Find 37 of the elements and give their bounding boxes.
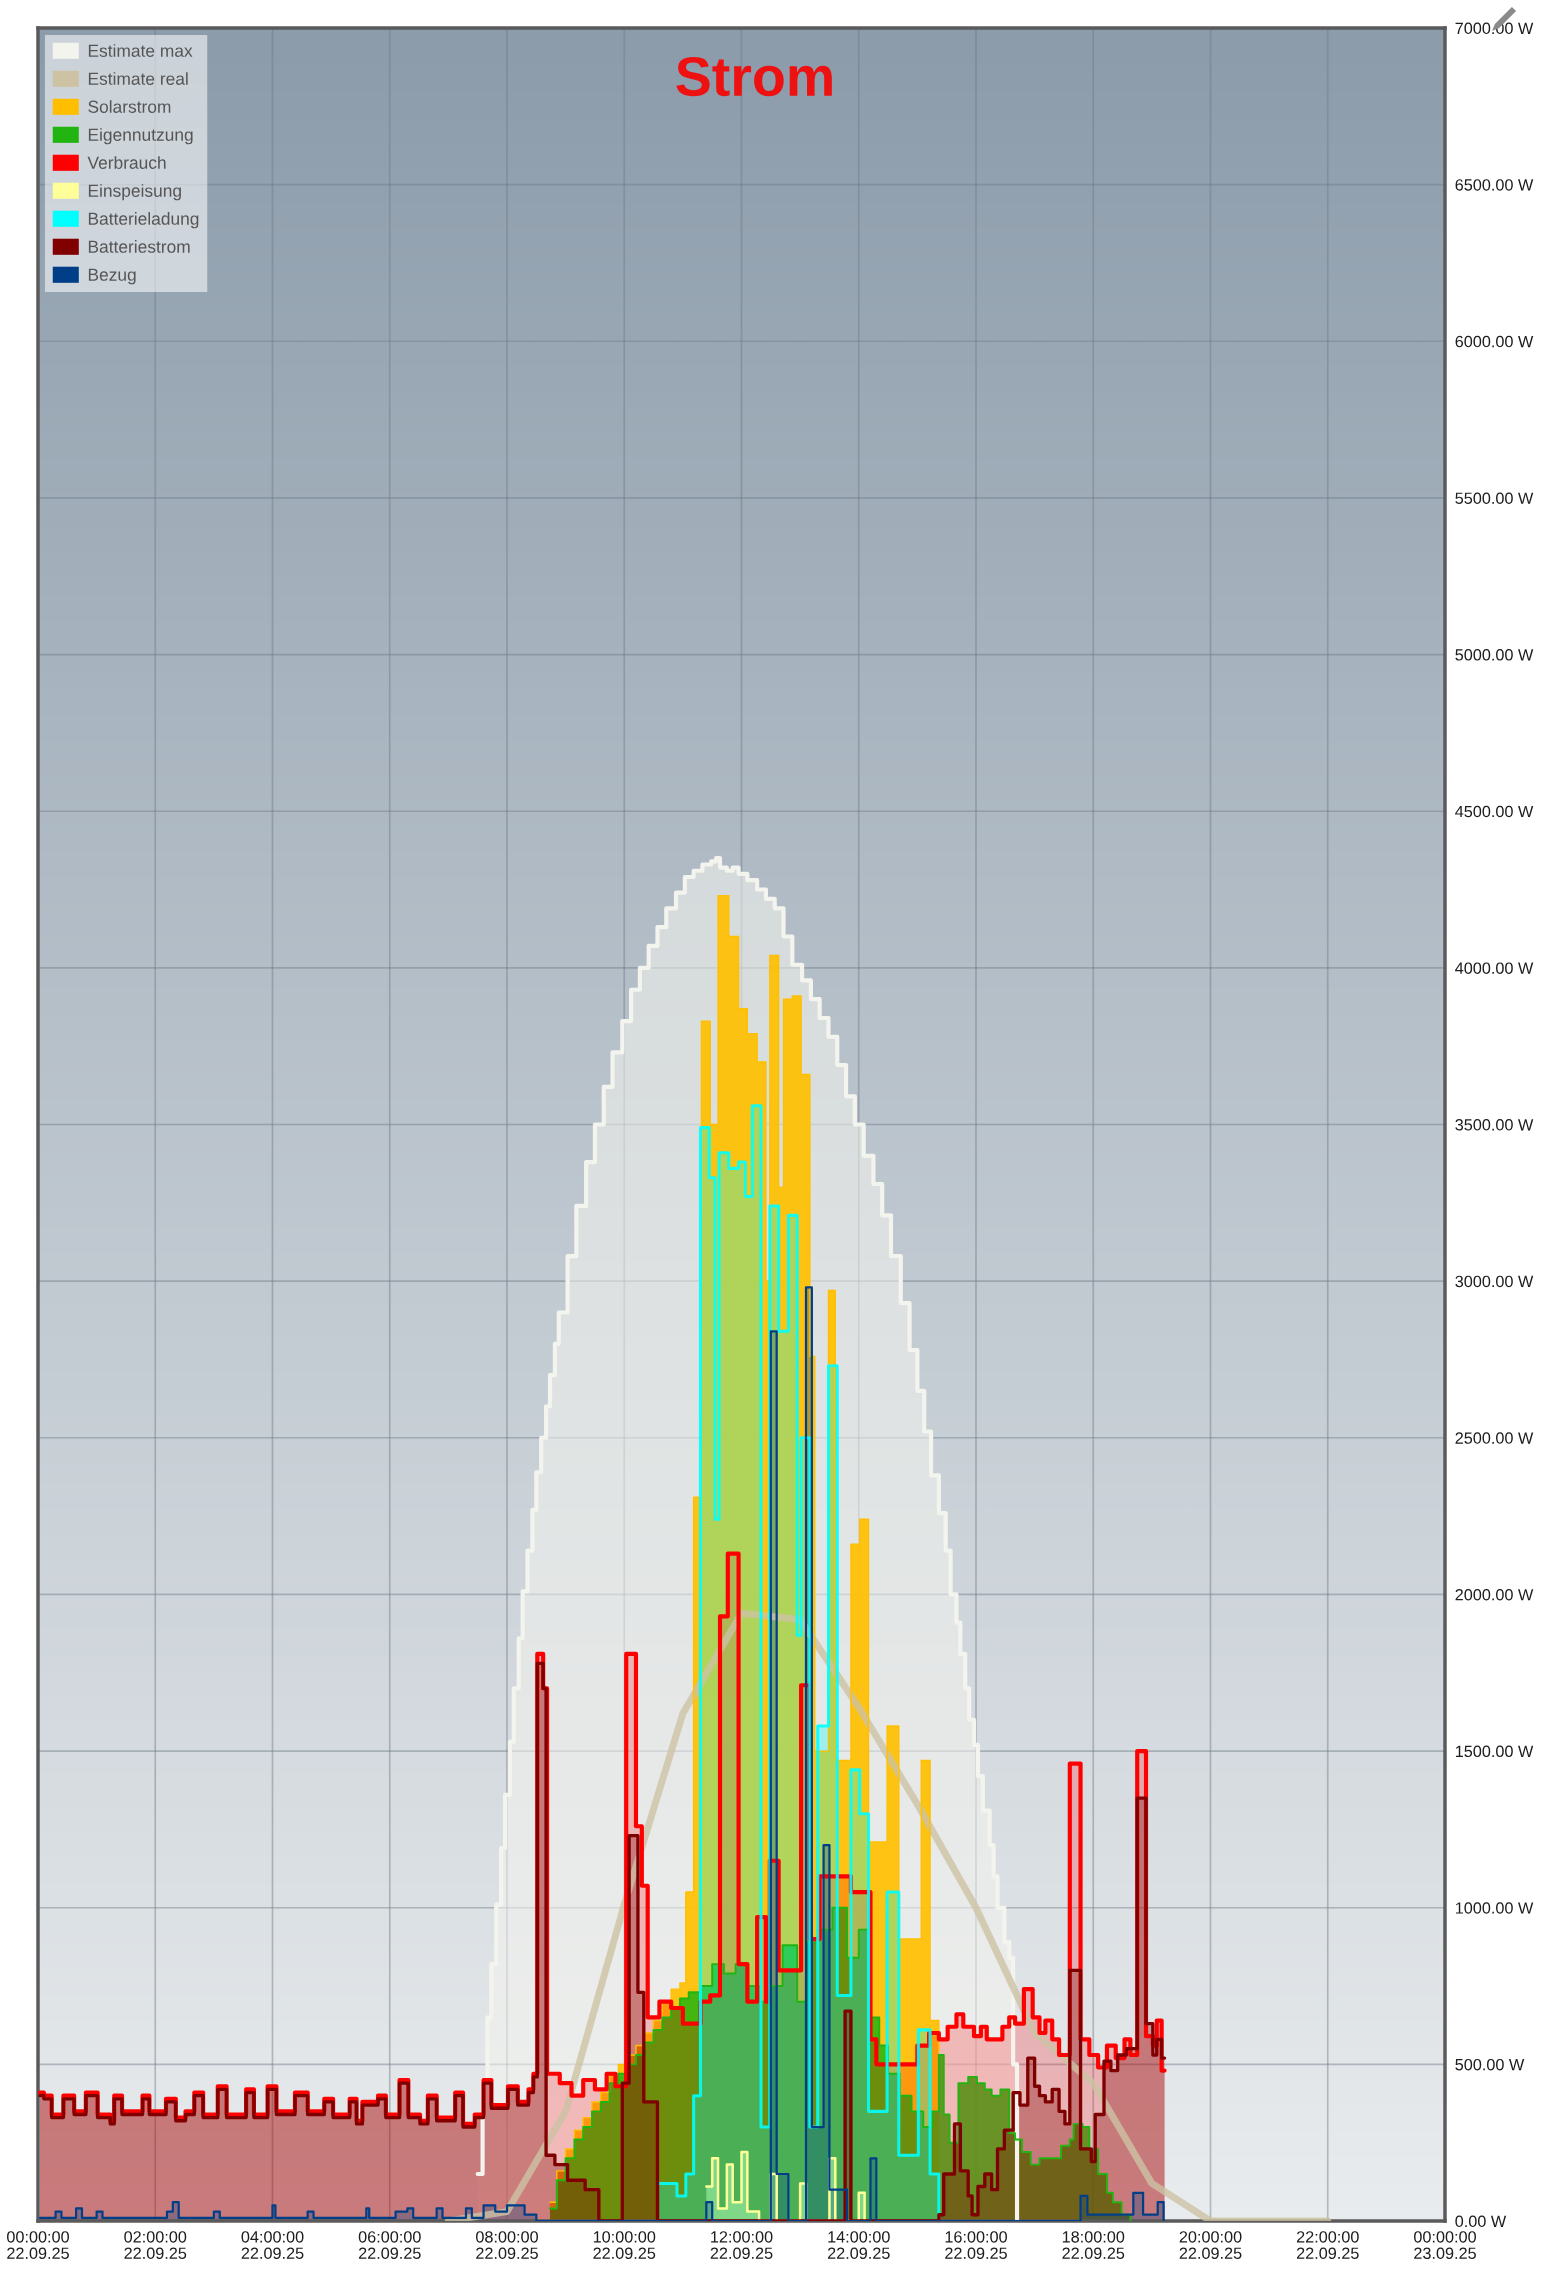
x-tick-label: 20:00:00 22.09.25: [1179, 2231, 1242, 2259]
legend-label: Bezug: [88, 268, 136, 285]
legend-label: Batteriestrom: [88, 240, 190, 253]
y-tick-label: 4500.00 W: [1455, 805, 1534, 818]
x-tick-label: 08:00:00 22.09.25: [476, 2231, 538, 2259]
y-tick-label: 6000.00 W: [1455, 335, 1534, 348]
x-tick-label: 12:00:00 22.09.25: [710, 2231, 773, 2259]
x-tick-label: 06:00:00 22.09.25: [358, 2231, 421, 2259]
legend-label: Einspeisung: [88, 184, 181, 201]
y-tick-label: 3500.00 W: [1455, 1119, 1534, 1131]
y-tick-label: 500.00 W: [1455, 2058, 1525, 2071]
legend-label: Batterieladung: [88, 212, 199, 229]
y-tick-label: 3000.00 W: [1455, 1275, 1534, 1288]
y-tick-label: 2000.00 W: [1455, 1588, 1534, 1601]
legend-label: Eigennutzung: [88, 128, 193, 145]
legend-label: Verbrauch: [87, 156, 166, 169]
y-tick-label: 1000.00 W: [1455, 1902, 1534, 1914]
x-tick-label: 22:00:00 22.09.25: [1296, 2231, 1359, 2259]
x-tick-label: 00:00:00 22.09.25: [7, 2231, 69, 2259]
x-tick-label: 14:00:00 22.09.25: [827, 2231, 890, 2259]
y-tick-label: 0.00 W: [1455, 2215, 1507, 2228]
legend-label: Estimate real: [88, 72, 188, 85]
x-tick-label: 10:00:00 22.09.25: [593, 2231, 656, 2259]
x-tick-label: 18:00:00 22.09.25: [1062, 2231, 1125, 2259]
y-tick-label: 6500.00 W: [1455, 179, 1534, 191]
y-tick-label: 1500.00 W: [1455, 1745, 1534, 1758]
legend-label: Estimate max: [88, 44, 193, 57]
chart-title: Strom: [676, 56, 832, 97]
x-tick-label: 16:00:00 22.09.25: [945, 2231, 1007, 2259]
y-tick-label: 4000.00 W: [1455, 962, 1534, 974]
y-tick-label: 5000.00 W: [1455, 649, 1534, 661]
y-tick-label: 2500.00 W: [1455, 1432, 1534, 1444]
x-tick-label: 04:00:00 22.09.25: [241, 2231, 304, 2259]
x-tick-label: 00:00:00 23.09.25: [1414, 2231, 1476, 2259]
y-tick-label: 5500.00 W: [1455, 492, 1534, 504]
legend-label: Solarstrom: [88, 100, 171, 113]
x-tick-label: 02:00:00 22.09.25: [124, 2231, 187, 2259]
